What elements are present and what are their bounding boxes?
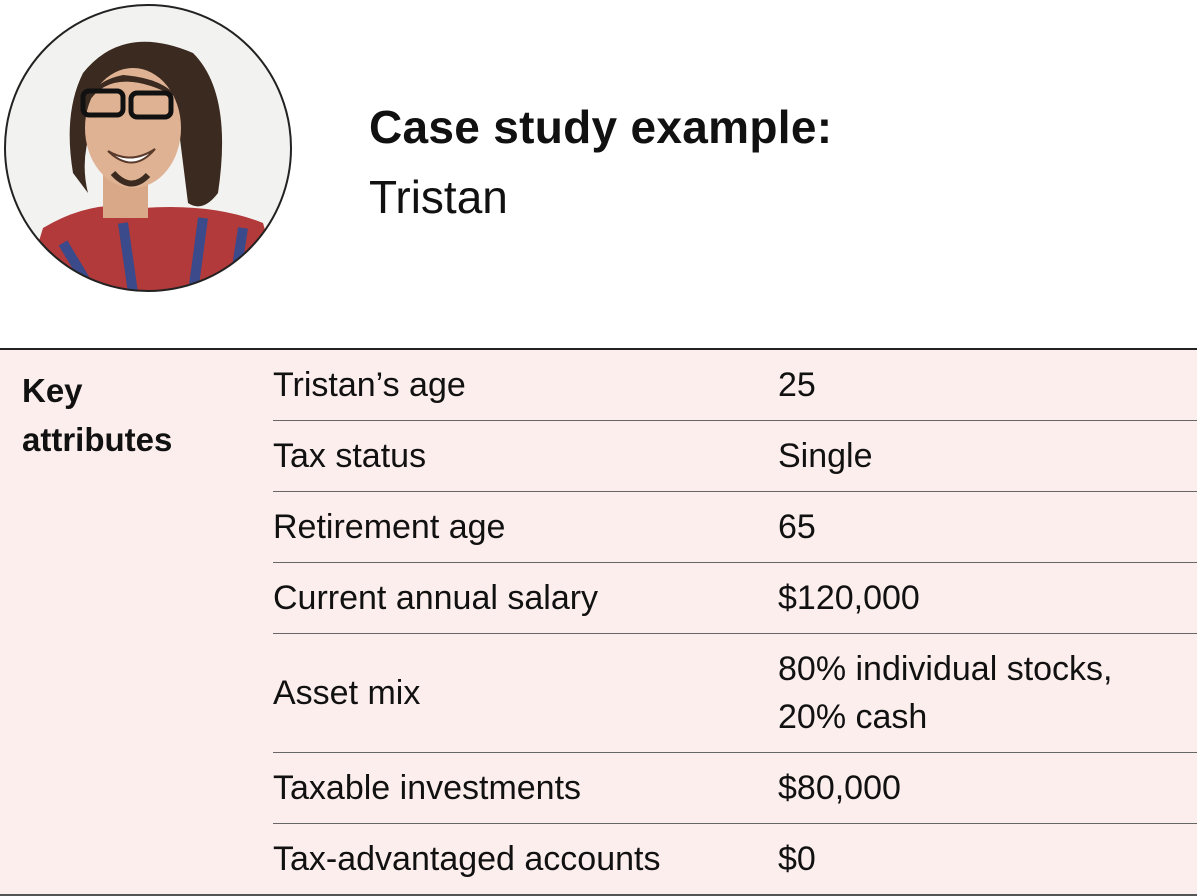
attribute-value: Single <box>778 437 873 475</box>
table-row: Current annual salary $120,000 <box>273 563 1197 634</box>
attribute-value: 25 <box>778 366 816 404</box>
profile-photo <box>4 4 292 292</box>
table-row: Asset mix 80% individual stocks, 20% cash <box>273 634 1197 753</box>
attribute-value: 80% individual stocks, 20% cash <box>778 650 1113 736</box>
title: Case study example: <box>369 101 833 153</box>
attribute-name: Tax-advantaged accounts <box>273 840 661 878</box>
attribute-name: Tristan’s age <box>273 366 466 404</box>
table-row: Tristan’s age 25 <box>273 350 1197 421</box>
table-row: Tax status Single <box>273 421 1197 492</box>
attribute-name: Retirement age <box>273 508 506 546</box>
table-row: Taxable investments $80,000 <box>273 753 1197 824</box>
attribute-name: Asset mix <box>273 674 421 712</box>
attribute-name: Current annual salary <box>273 579 599 617</box>
attribute-value: 65 <box>778 508 816 546</box>
attribute-name: Taxable investments <box>273 769 582 807</box>
attribute-value: $80,000 <box>778 769 901 807</box>
table-label: Key attributes <box>22 372 173 458</box>
attribute-name: Tax status <box>273 437 427 475</box>
attribute-value: $120,000 <box>778 579 920 617</box>
attribute-value: $0 <box>778 840 816 878</box>
attributes-table: Key attributes Tristan’s age 25 Tax status… <box>0 348 1197 896</box>
table-row: Retirement age 65 <box>273 492 1197 563</box>
subtitle: Tristan <box>369 171 508 223</box>
table-rows: Tristan’s age 25 Tax status Single Retiremen… <box>273 350 1197 894</box>
table-row: Tax-advantaged accounts $0 <box>273 824 1197 894</box>
